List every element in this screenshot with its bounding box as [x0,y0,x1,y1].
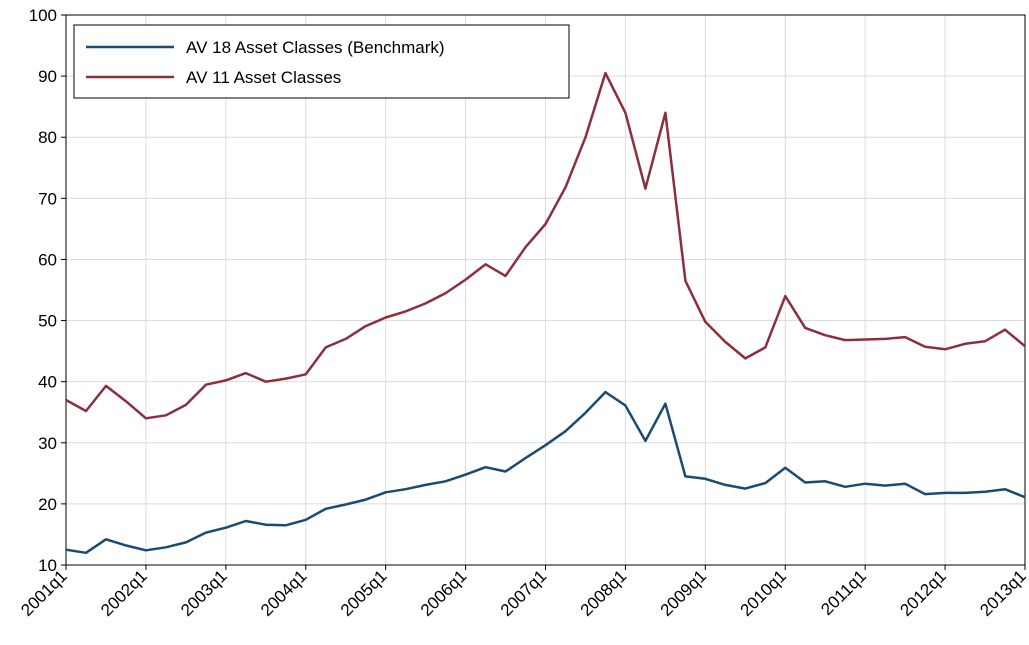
y-tick-label: 60 [38,250,57,269]
x-tick-label: 2009q1 [657,566,711,620]
y-tick-label: 30 [38,434,57,453]
y-tick-label: 40 [38,373,57,392]
legend-label: AV 18 Asset Classes (Benchmark) [186,38,445,57]
y-tick-label: 80 [38,128,57,147]
y-tick-label: 100 [29,6,57,25]
line [65,390,1026,555]
x-tick-label: 2007q1 [497,566,551,620]
y-tick-label: 50 [38,312,57,331]
y-tick-label: 20 [38,495,57,514]
x-tick-label: 2003q1 [177,566,231,620]
legend-label: AV 11 Asset Classes [186,68,341,87]
x-tick-label: 2012q1 [896,566,950,620]
line [65,71,1026,420]
x-tick-label: 2002q1 [97,566,151,620]
y-tick-label: 10 [38,556,57,575]
x-tick-label: 2008q1 [577,566,631,620]
x-tick-label: 2004q1 [257,566,311,620]
plot-frame [65,14,1026,566]
x-tick-label: 2010q1 [737,566,791,620]
x-tick-label: 2005q1 [337,566,391,620]
x-tick-label: 2006q1 [417,566,471,620]
y-tick-label: 90 [38,67,57,86]
x-tick-label: 2013q1 [976,566,1029,620]
legend: AV 18 Asset Classes (Benchmark) AV 11 Ass… [73,24,570,99]
y-tick-label: 70 [38,189,57,208]
legend-box [73,24,570,99]
x-tick-label: 2011q1 [817,566,870,619]
